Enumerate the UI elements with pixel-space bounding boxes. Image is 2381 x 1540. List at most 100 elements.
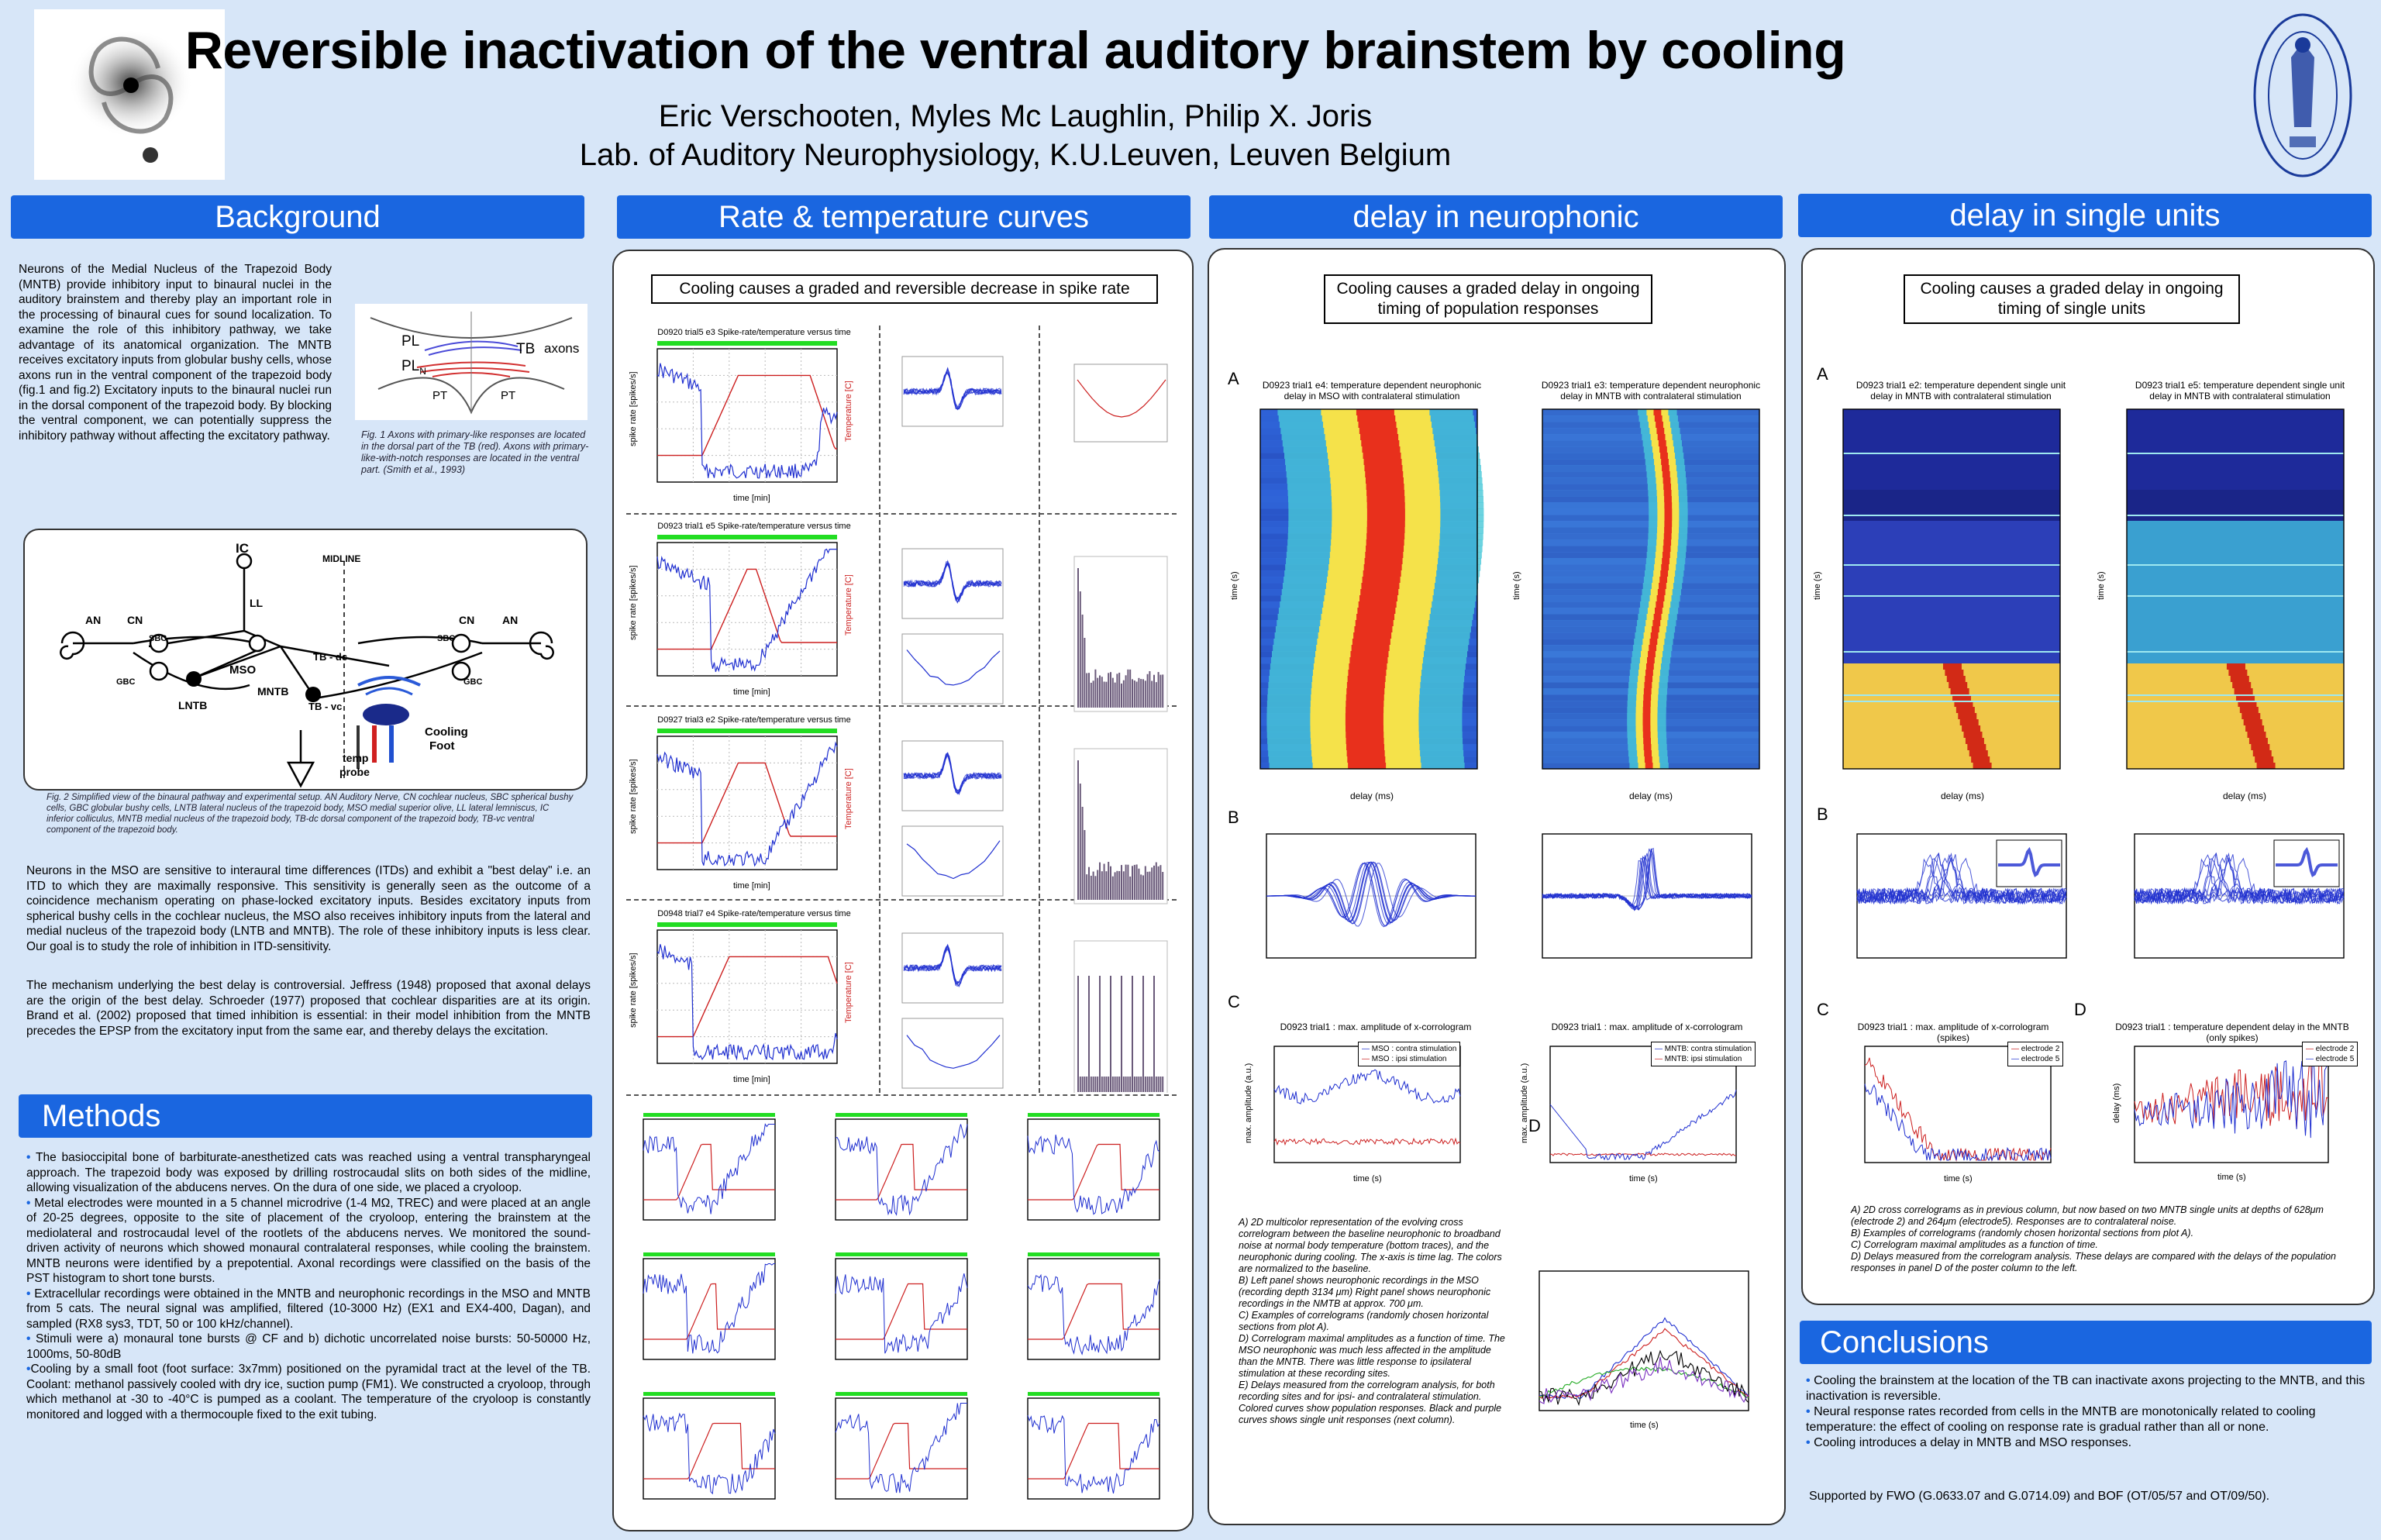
heatmap-row (2127, 428, 2344, 435)
heatmap-peak (1649, 645, 1657, 652)
psth-bar (1135, 681, 1138, 708)
neuro-heatmap-2: time (s) (1508, 403, 1772, 806)
fig2-label-tb-dc: TB - dc (313, 651, 348, 663)
rate-plot-title: D0923 trial1 e5 Spike-rate/temperature v… (657, 522, 851, 531)
heatmap-row (2127, 552, 2344, 559)
fig2-label-mso: MSO (229, 663, 257, 677)
heatmap-row (2127, 595, 2344, 602)
heatmap-peak (2245, 725, 2265, 732)
heatmap-peak (1663, 490, 1672, 497)
neuro-amp-2-legend: — MNTB: contra stimulation — MNTB: ipsi … (1651, 1042, 1756, 1066)
heatmap-row (1843, 738, 2060, 745)
spike-rate-trace (643, 1263, 775, 1354)
heatmap-peak (1653, 614, 1662, 621)
heatmap-peak (1346, 707, 1384, 714)
psth-bar (1092, 1077, 1094, 1092)
psth-bar (1162, 1077, 1164, 1092)
psth-bar (1155, 682, 1157, 708)
single-correlogram-2 (2111, 822, 2359, 977)
heatmap-row (2127, 694, 2344, 701)
y-axis-label: spike rate [spikes/s] (629, 565, 638, 640)
heatmap-peak (1351, 645, 1390, 652)
heatmap-peak (2238, 701, 2257, 708)
psth-bar (1135, 1077, 1138, 1092)
single-letter-d: D (2074, 1000, 2086, 1019)
heatmap-row (2127, 725, 2344, 732)
heatmap-stripe (1843, 564, 2060, 566)
psth-bar (1122, 680, 1125, 708)
heatmap-peak (1652, 626, 1659, 633)
psth-bar (1127, 1077, 1129, 1092)
psth-bar (1084, 638, 1086, 708)
heatmap-row (1843, 409, 2060, 416)
tuning-trace (1077, 379, 1166, 418)
heatmap-peak (2255, 756, 2274, 763)
stimulus-bar (836, 1113, 967, 1117)
fig2-label-ic: IC (236, 541, 249, 556)
spike-rate-trace (643, 1412, 776, 1495)
heatmap-peak (1366, 496, 1405, 503)
authors: Eric Verschooten, Myles Mc Laughlin, Phi… (658, 99, 1373, 133)
psth-bar (1159, 865, 1162, 900)
neuro-heatmap-2-title: D0923 trial1 e3: temperature dependent n… (1541, 380, 1761, 401)
spike-rate-trace (656, 741, 838, 867)
heatmap-peak (1362, 577, 1401, 584)
heatmap-peak (1642, 707, 1651, 714)
psth-bar (1142, 976, 1144, 1092)
heatmap-peak (1661, 459, 1669, 466)
heatmap-peak (1945, 670, 1964, 677)
single-amp-plot: time (s) (1834, 1031, 2066, 1186)
psth-bar (1149, 670, 1151, 708)
heatmap-peak (1969, 750, 1988, 757)
heatmap-peak (1642, 725, 1651, 732)
fig2-label-foot: Foot (429, 739, 455, 753)
psth-bar (1086, 874, 1088, 900)
psth-bar (1077, 568, 1079, 708)
heatmap-row (2127, 533, 2344, 540)
heatmap-peak (1363, 459, 1402, 466)
psth-bar (1079, 591, 1081, 708)
plot-frame (1539, 1270, 1749, 1411)
temperature-trace (1028, 1143, 1159, 1201)
heatmap-peak (1366, 539, 1404, 546)
heatmap-row (2127, 719, 2344, 726)
heatmap-row (2127, 589, 2344, 596)
heatmap-peak (1346, 725, 1384, 732)
psth-bar (1129, 669, 1132, 708)
psth-bar (1105, 681, 1108, 708)
heatmap-row (1843, 763, 2060, 770)
heatmap-row (1843, 446, 2060, 453)
heatmap-row (1843, 595, 2060, 602)
psth-bar (1146, 1077, 1149, 1092)
tuning-trace (906, 840, 1001, 880)
heatmap-peak (1662, 465, 1669, 472)
psth-bar (1094, 1077, 1097, 1092)
heatmap-row (1843, 502, 2060, 509)
heatmap-stripe (2127, 453, 2344, 454)
heatmap-row (2127, 608, 2344, 615)
temperature-trace (836, 1422, 967, 1480)
psth-bar (1149, 871, 1151, 900)
correlogram-trace (1266, 861, 1476, 924)
tuning-thumbnail (901, 633, 1004, 705)
heatmap-row (2127, 539, 2344, 546)
heatmap-row (1843, 471, 2060, 478)
heatmap-row (1843, 651, 2060, 658)
heatmap-peak (2236, 694, 2255, 701)
heatmap-row (2127, 521, 2344, 528)
psth-bar (1146, 871, 1149, 900)
correlogram-trace (2134, 853, 2345, 905)
correlogram-trace (2134, 858, 2345, 904)
plot-frame (2134, 1046, 2329, 1163)
y2-axis-label: Temperature [C] (844, 574, 853, 636)
single-delay-title: D0923 trial1 : temperature dependent del… (2115, 1021, 2349, 1043)
amplitude-trace (1273, 1069, 1461, 1104)
fig2-label-ll: LL (250, 597, 264, 609)
neuro-notes: A) 2D multicolor representation of the e… (1239, 1217, 1505, 1426)
heatmap-stripe (1843, 651, 2060, 653)
heatmap-row (1843, 428, 2060, 435)
temperature-trace (657, 762, 837, 844)
psth-bar (1162, 872, 1164, 900)
fig2-label-an-left: AN (85, 614, 102, 626)
heatmap-peak (1644, 750, 1652, 757)
